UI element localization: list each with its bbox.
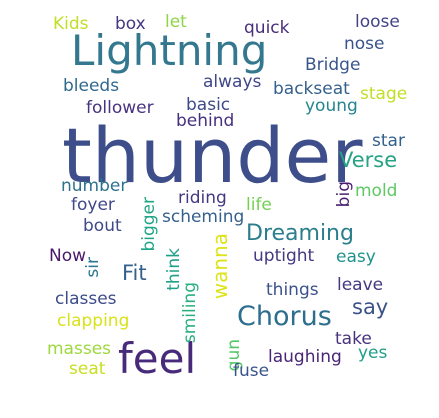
word-thunder: thunder [62, 111, 363, 200]
word-laughing: laughing [268, 347, 342, 367]
word-always: always [203, 72, 262, 92]
word-loose: loose [355, 12, 400, 32]
word-riding: riding [178, 188, 227, 208]
word-classes: classes [55, 289, 117, 309]
word-stage: stage [360, 84, 408, 104]
word-life: life [246, 195, 272, 215]
word-verse: Verse [339, 148, 398, 172]
word-chorus: Chorus [237, 301, 332, 332]
word-backseat: backseat [273, 79, 350, 99]
word-let: let [165, 12, 187, 32]
word-clapping: clapping [57, 311, 130, 331]
word-fit: Fit [122, 261, 147, 285]
word-easy: easy [336, 247, 376, 267]
word-say: say [352, 295, 389, 319]
word-take: take [335, 329, 372, 349]
word-scheming: scheming [162, 207, 245, 227]
word-young: young [305, 96, 358, 116]
word-kids: Kids [53, 14, 89, 34]
word-dreaming: Dreaming [246, 221, 354, 246]
word-smiling: smiling [180, 282, 200, 344]
word-quick: quick [244, 18, 290, 38]
word-bout: bout [83, 216, 122, 236]
word-mold: mold [355, 181, 398, 201]
word-bridge: Bridge [305, 55, 361, 75]
word-big: big [334, 181, 354, 208]
word-leave: leave [337, 275, 384, 295]
word-box: box [115, 14, 146, 34]
word-star: star [372, 131, 405, 151]
word-fuse: fuse [233, 361, 270, 381]
word-feel: feel [118, 334, 197, 383]
word-things: things [266, 280, 319, 300]
word-lightning: Lightning [71, 26, 268, 75]
word-now: Now [49, 246, 87, 266]
word-bleeds: bleeds [63, 76, 120, 96]
word-sir: sir [83, 257, 103, 278]
word-wanna: wanna [208, 233, 232, 300]
word-seat: seat [69, 359, 106, 379]
word-nose: nose [344, 34, 385, 54]
word-bigger: bigger [139, 197, 159, 252]
word-follower: follower [86, 98, 154, 118]
word-foyer: foyer [71, 195, 115, 215]
word-masses: masses [47, 339, 112, 359]
word-basic: basic [186, 95, 231, 115]
word-yes: yes [358, 343, 388, 363]
word-behind: behind [176, 111, 235, 131]
word-number: number [61, 176, 128, 196]
word-uptight: uptight [253, 246, 315, 266]
